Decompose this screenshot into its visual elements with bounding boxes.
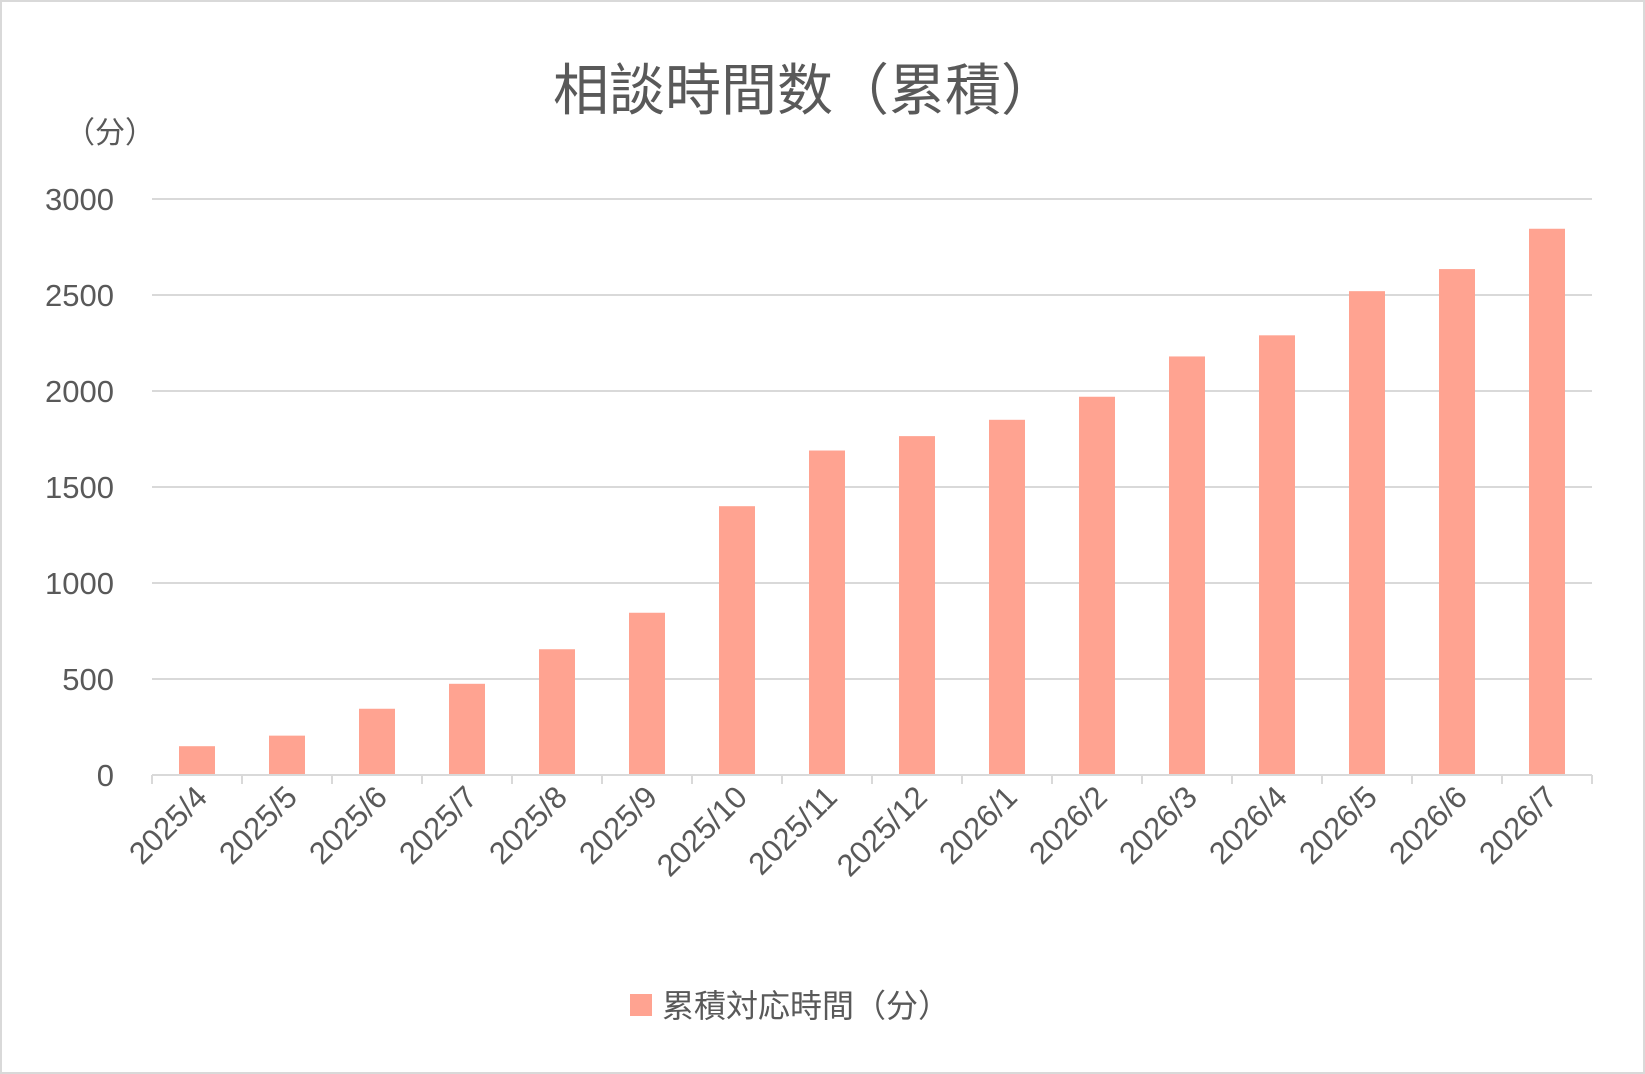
y-tick-labels: 0 500 1000 1500 2000 2500 3000 xyxy=(45,182,114,793)
bars xyxy=(179,228,1565,775)
y-tick-label: 1000 xyxy=(45,566,114,601)
bar xyxy=(809,450,845,775)
legend-label: 累積対応時間（分） xyxy=(662,987,950,1025)
x-tick-label: 2026/6 xyxy=(1382,779,1474,871)
y-tick-label: 1500 xyxy=(45,470,114,505)
x-tick-label: 2026/4 xyxy=(1202,779,1294,871)
x-tick-label: 2025/4 xyxy=(122,779,214,871)
y-axis-unit-label: （分） xyxy=(65,116,155,151)
x-axis xyxy=(151,774,1593,784)
bar xyxy=(179,746,215,775)
y-tick-label: 2000 xyxy=(45,374,114,409)
x-tick-label: 2025/7 xyxy=(392,779,484,871)
x-tick-label: 2025/8 xyxy=(482,779,574,871)
bar xyxy=(269,735,305,775)
x-tick-label: 2025/5 xyxy=(212,779,304,871)
x-tick-label: 2025/10 xyxy=(650,779,754,883)
bar xyxy=(989,419,1025,775)
bar xyxy=(1529,228,1565,775)
bar xyxy=(539,649,575,775)
x-tick-label: 2026/3 xyxy=(1112,779,1204,871)
x-tick-label: 2025/12 xyxy=(830,779,934,883)
bar xyxy=(1349,291,1385,775)
y-tick-label: 0 xyxy=(97,758,114,793)
bar xyxy=(719,506,755,775)
bar xyxy=(899,436,935,775)
y-tick-label: 2500 xyxy=(45,278,114,313)
x-tick-label: 2026/2 xyxy=(1022,779,1114,871)
bar xyxy=(449,683,485,775)
legend-swatch xyxy=(630,994,652,1016)
y-tick-label: 500 xyxy=(62,662,114,697)
y-tick-label: 3000 xyxy=(45,182,114,217)
bar xyxy=(1259,335,1295,775)
bar xyxy=(359,708,395,775)
chart-title: 相談時間数（累積） xyxy=(553,59,1057,124)
x-tick-label: 2026/1 xyxy=(932,779,1024,871)
x-tick-label: 2026/5 xyxy=(1292,779,1384,871)
bar xyxy=(1439,269,1475,775)
x-tick-label: 2025/6 xyxy=(302,779,394,871)
x-tick-label: 2025/11 xyxy=(742,779,844,881)
bar xyxy=(1079,396,1115,775)
bar xyxy=(1169,356,1205,775)
legend: 累積対応時間（分） xyxy=(630,987,950,1025)
x-tick-label: 2026/7 xyxy=(1472,779,1564,871)
x-tick-labels: 2025/42025/52025/62025/72025/82025/92025… xyxy=(122,779,1564,883)
bar xyxy=(629,612,665,775)
